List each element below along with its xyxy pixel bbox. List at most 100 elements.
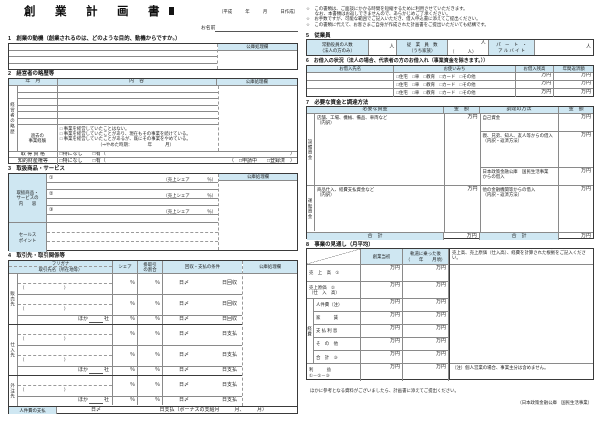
share-cell[interactable]: ％ <box>113 376 138 396</box>
supplier-name-cell[interactable]: （ ） <box>18 325 113 345</box>
career-content-cell[interactable] <box>57 86 218 93</box>
expense-track-amount[interactable]: 万円 <box>403 312 448 325</box>
exp-option-2[interactable]: □ 事業を経営していたことがあり、現在もその事業を続けている。 <box>59 131 191 137</box>
subcontractor-others-cell[interactable]: ほか社 <box>18 397 113 405</box>
career-content-cell[interactable] <box>57 112 218 119</box>
officers-count-cell[interactable]: 人 <box>389 43 395 50</box>
career-ym-cell[interactable] <box>17 86 58 93</box>
credit-ratio-cell[interactable]: ％ <box>138 346 163 366</box>
balance-cell[interactable]: 万円 <box>516 88 555 98</box>
lender-cell[interactable] <box>307 80 395 88</box>
career-content-cell[interactable] <box>57 106 218 112</box>
credit-ratio-cell[interactable]: ％ <box>138 376 163 396</box>
product-row-3[interactable]: ③ （売上シェア ％） <box>47 207 218 215</box>
terms-cell[interactable]: 日〆 日回収 <box>179 280 237 287</box>
product-row-1[interactable]: ① （売上シェア ％） <box>47 174 218 190</box>
expense-start-amount[interactable]: 万円 <box>361 338 402 351</box>
expense-start-amount[interactable]: 万円 <box>361 325 402 338</box>
sales-point-area[interactable] <box>47 223 218 252</box>
motivation-line[interactable] <box>9 57 217 64</box>
parttime-count-cell[interactable]: 人 <box>585 43 591 50</box>
cogs-start-amount[interactable]: 万円 <box>361 282 403 298</box>
method-family-loan[interactable]: 親、兄弟、知人、友人等からの借入 （内訳・返済方法） <box>480 132 559 168</box>
credit-ratio-cell[interactable]: ％ <box>138 367 163 375</box>
share-cell[interactable]: ％ <box>113 397 138 405</box>
terms-cell[interactable]: 日〆 日支払 <box>179 367 237 374</box>
use-checkboxes[interactable]: □住宅 □車 □教育 □カード □その他 <box>394 80 516 88</box>
profit-start-amount[interactable]: 万円 <box>361 364 403 381</box>
qualification-value[interactable]: □特になし □有（） <box>59 152 295 157</box>
share-cell[interactable]: ％ <box>113 346 138 366</box>
exp-quit-date[interactable]: （⇒やめた時期： 年 月） <box>97 141 174 147</box>
share-cell[interactable]: ％ <box>113 274 138 294</box>
exp-option-3[interactable]: □ 事業を経営していたことがあるが、既にその事業をやめている。 <box>59 136 191 142</box>
motivation-write-area[interactable] <box>9 44 217 69</box>
other-loan-amount[interactable]: 万円 <box>581 186 592 192</box>
repay-cell[interactable]: 万円 <box>580 80 591 87</box>
terms-cell[interactable]: 日〆 日支払 <box>179 352 237 359</box>
lender-cell[interactable] <box>307 72 395 80</box>
share-cell[interactable]: ％ <box>113 367 138 375</box>
lender-cell[interactable] <box>307 88 395 98</box>
share-cell[interactable]: ％ <box>113 316 138 324</box>
career-ym-cell[interactable] <box>17 99 58 106</box>
motivation-line[interactable] <box>9 64 217 70</box>
jfc-loan-amount[interactable]: 万円 <box>559 168 594 186</box>
supplier-others-cell[interactable]: ほか社 <box>18 367 113 375</box>
expense-start-amount[interactable]: 万円 <box>361 299 402 312</box>
ip-rights-value[interactable]: □特になし □有（（ □申請中 □登録済 ） <box>59 158 295 164</box>
career-ym-cell[interactable] <box>17 112 58 119</box>
profit-track-amount[interactable]: 万円 <box>403 364 449 381</box>
repay-cell[interactable]: 万円 <box>580 72 591 79</box>
method-total-amount[interactable]: 万円 <box>580 233 591 239</box>
expense-start-amount[interactable]: 万円 <box>361 312 402 325</box>
name-input-line[interactable] <box>215 26 298 32</box>
expense-track-amount[interactable]: 万円 <box>403 325 448 338</box>
labor-cost-terms[interactable]: 日〆 日支払（ボーナスの支給月 月、 月） <box>91 407 267 413</box>
terms-cell[interactable]: 日〆 日回収 <box>179 316 237 323</box>
balance-cell[interactable]: 万円 <box>516 80 555 88</box>
use-checkboxes[interactable]: □住宅 □車 □教育 □カード □その他 <box>394 88 516 98</box>
expense-total-start-amount[interactable]: 万円 <box>389 351 400 357</box>
terms-cell[interactable]: 日〆 日支払 <box>179 382 237 389</box>
supplier-name-cell[interactable]: （ ） <box>18 346 113 366</box>
date-created-note[interactable]: 〔平成 年 月 日作成〕 <box>218 9 298 14</box>
sales-track-amount[interactable]: 万円 <box>403 265 449 281</box>
seller-name-cell[interactable]: （ ） <box>18 295 113 315</box>
terms-cell[interactable]: 日〆 日支払 <box>179 397 237 404</box>
method-other-bank-loan[interactable]: 他の金融機関等からの借入 （内訳・返済方法） <box>482 187 536 198</box>
equipment-amount-cell[interactable]: 万円 <box>445 114 480 186</box>
career-ym-cell[interactable] <box>17 118 58 125</box>
method-jfc-loan[interactable]: 日本政策金融公庫 国民生活事業 からの借入 <box>480 168 559 186</box>
employees-count-cell[interactable]: 人 （ 人） <box>450 40 486 54</box>
subcontractor-name-cell[interactable]: （ ） <box>18 376 113 396</box>
needed-total-amount[interactable]: 万円 <box>444 233 480 240</box>
product-row-2[interactable]: ② （売上シェア ％） <box>47 190 218 206</box>
share-cell[interactable]: ％ <box>113 325 138 345</box>
cogs-track-amount[interactable]: 万円 <box>403 282 449 298</box>
family-loan-amount[interactable]: 万円 <box>559 132 594 168</box>
repay-cell[interactable]: 万円 <box>580 89 591 96</box>
method-own-funds[interactable]: 自己資金 <box>480 114 559 132</box>
sales-start-amount[interactable]: 万円 <box>361 265 403 281</box>
career-content-cell[interactable] <box>57 99 218 106</box>
calculation-basis-area[interactable] <box>450 265 593 364</box>
terms-cell[interactable]: 日〆 日支払 <box>179 331 237 338</box>
working-capital-detail[interactable]: 商品仕入、経費支払資金など （内訳） <box>317 187 375 198</box>
equipment-funds-detail[interactable]: 店舗、工場、機械、備品、車両など （内訳） <box>317 115 388 126</box>
credit-ratio-cell[interactable]: ％ <box>138 316 163 324</box>
credit-ratio-cell[interactable]: ％ <box>138 325 163 345</box>
career-content-cell[interactable] <box>57 119 218 125</box>
balance-cell[interactable]: 万円 <box>516 72 555 80</box>
seller-name-cell[interactable]: （ ） <box>18 274 113 294</box>
share-cell[interactable]: ％ <box>113 295 138 315</box>
expense-track-amount[interactable]: 万円 <box>403 338 448 351</box>
credit-ratio-cell[interactable]: ％ <box>138 274 163 294</box>
motivation-line[interactable] <box>9 51 217 57</box>
expense-total-track-amount[interactable]: 万円 <box>435 351 446 357</box>
credit-ratio-cell[interactable]: ％ <box>138 295 163 315</box>
career-ym-cell[interactable] <box>17 92 58 99</box>
use-checkboxes[interactable]: □住宅 □車 □教育 □カード □その他 <box>394 72 516 80</box>
working-amount-cell[interactable]: 万円 <box>467 186 478 192</box>
expense-track-amount[interactable]: 万円 <box>403 299 448 312</box>
